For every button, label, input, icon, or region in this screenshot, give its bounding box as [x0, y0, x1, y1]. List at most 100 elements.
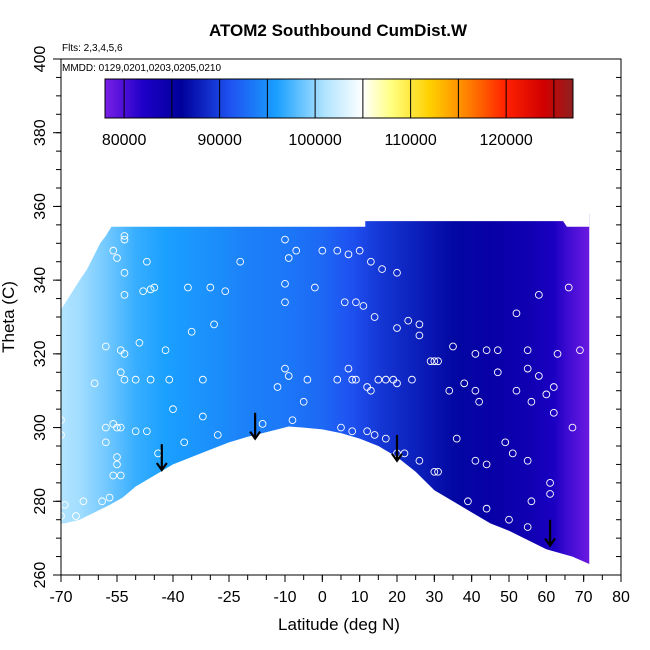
y-tick-label: 340: [32, 267, 49, 294]
data-point: [523, 346, 532, 355]
x-tick-label: 10: [351, 589, 369, 606]
data-point: [381, 375, 390, 384]
x-tick-label: 30: [425, 589, 443, 606]
data-point: [501, 438, 510, 447]
data-point: [180, 438, 189, 447]
data-point: [374, 375, 383, 384]
data-point: [236, 257, 245, 266]
x-tick-label: -40: [161, 589, 184, 606]
data-point: [549, 383, 558, 391]
y-tick-label: 380: [32, 119, 49, 146]
data-point: [258, 420, 267, 428]
data-point: [281, 364, 289, 373]
data-point: [131, 375, 140, 384]
data-point: [348, 427, 357, 436]
data-point: [512, 309, 521, 318]
data-point: [135, 338, 144, 347]
data-point: [187, 327, 196, 336]
data-point: [344, 364, 353, 373]
data-point: [101, 342, 110, 351]
data-point: [523, 523, 532, 531]
colorbar-tick-label: 120000: [479, 132, 532, 149]
data-point: [199, 375, 207, 384]
y-tick-label: 400: [32, 46, 49, 73]
arrow-marker: [155, 444, 168, 472]
arrows-layer: [155, 412, 556, 548]
data-point: [303, 375, 312, 384]
data-point: [281, 279, 289, 288]
colorbar-boundaries: [123, 79, 555, 118]
data-point: [150, 283, 159, 292]
data-point: [333, 246, 342, 255]
data-point: [61, 431, 65, 439]
data-point: [120, 350, 129, 358]
data-point: [116, 368, 125, 377]
data-point: [546, 479, 554, 487]
arrow-marker: [249, 412, 262, 441]
colorbar-tick-label: 100000: [288, 132, 341, 149]
data-point: [143, 257, 151, 266]
y-axis-label: Theta (C): [0, 281, 18, 353]
data-point: [352, 375, 360, 384]
data-point: [113, 460, 121, 469]
data-point: [299, 397, 308, 406]
data-point: [288, 416, 297, 425]
data-point: [471, 386, 480, 395]
data-point: [359, 302, 368, 310]
data-point: [523, 456, 532, 465]
chart-title: ATOM2 Southbound CumDist.W: [209, 21, 468, 40]
x-tick-label: 0: [318, 589, 327, 606]
x-axis: -70 -55 -40 -25 -10 0 10 20 30 40 50 60 70 80: [49, 575, 630, 606]
data-point: [434, 467, 442, 476]
x-tick-label: 40: [463, 589, 481, 606]
data-point: [367, 386, 375, 395]
data-point: [184, 283, 192, 292]
x-tick-label: 80: [612, 589, 630, 606]
arrow-marker: [544, 519, 556, 548]
dates-note: MMDD: 0129,0201,0203,0205,0210: [62, 63, 221, 74]
data-point: [475, 397, 483, 406]
data-point: [79, 497, 88, 506]
y-tick-label: 360: [32, 193, 49, 220]
data-point: [434, 357, 442, 366]
data-point: [535, 372, 543, 380]
data-point: [549, 408, 558, 417]
data-point: [370, 313, 379, 321]
colorbar-frame: [104, 78, 574, 119]
data-point: [415, 320, 424, 329]
data-point: [408, 375, 416, 384]
x-tick-label: -70: [49, 589, 72, 606]
data-point: [161, 346, 170, 355]
data-point: [471, 456, 480, 465]
arrow-marker: [391, 434, 403, 463]
data-point: [415, 331, 424, 340]
data-point: [120, 268, 129, 277]
data-point: [505, 515, 513, 524]
y-tick-label: 320: [32, 340, 49, 367]
data-point: [370, 431, 379, 439]
data-point: [355, 246, 364, 255]
data-point: [101, 423, 110, 432]
data-point: [105, 493, 114, 502]
data-point: [143, 427, 151, 436]
data-point: [527, 397, 536, 406]
data-point: [284, 372, 293, 380]
data-point: [527, 497, 536, 506]
data-point: [337, 423, 345, 432]
data-point: [318, 246, 327, 255]
data-point: [206, 283, 215, 292]
data-point: [90, 379, 99, 388]
flights-note: Flts: 2,3,4,5,6: [62, 43, 123, 54]
data-point: [273, 383, 282, 391]
data-point: [72, 512, 80, 520]
data-point: [213, 431, 222, 439]
data-point: [367, 257, 375, 266]
colorbar-tick-label: 90000: [197, 132, 242, 149]
data-point: [210, 320, 218, 329]
data-point: [281, 235, 289, 244]
y-tick-label: 260: [32, 562, 49, 589]
data-point: [553, 350, 562, 358]
data-point: [508, 449, 517, 458]
data-point: [464, 497, 472, 506]
